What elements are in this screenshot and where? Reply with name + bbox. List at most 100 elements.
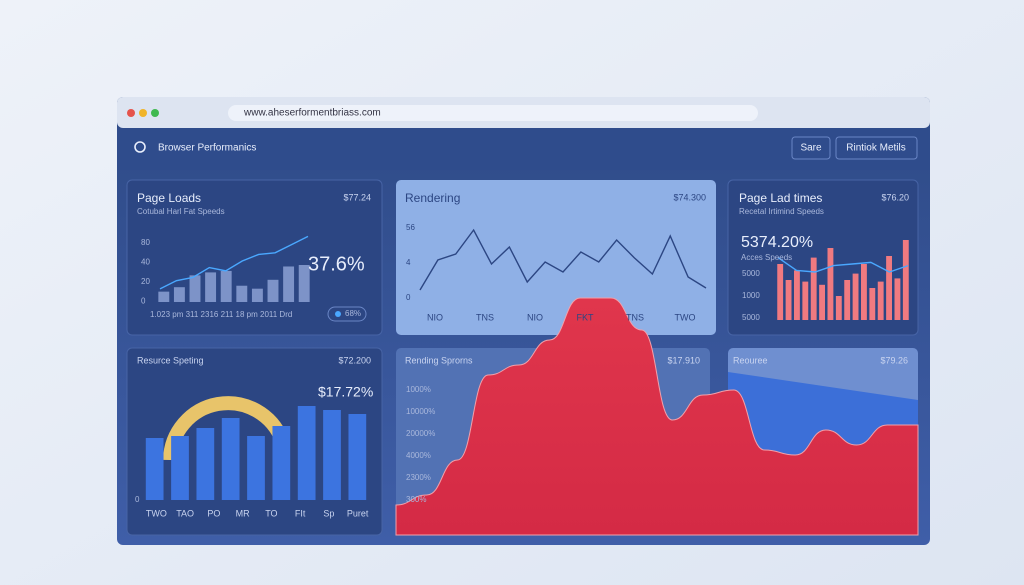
y-tick-label: 300% bbox=[406, 495, 426, 504]
big-value: $17.72% bbox=[318, 384, 373, 400]
button-label: Rintiok Metils bbox=[846, 143, 905, 154]
panel-title: Reouree bbox=[733, 355, 768, 365]
panel-value: $74.300 bbox=[673, 192, 706, 202]
bar bbox=[835, 296, 842, 320]
bar bbox=[171, 436, 189, 500]
y-tick-label: 20 bbox=[141, 277, 150, 286]
x-tick-label: FKT bbox=[577, 312, 595, 322]
bar bbox=[236, 285, 248, 302]
header-title: Browser Performanics bbox=[158, 143, 256, 154]
url: www.aheserformentbriass.com bbox=[243, 108, 381, 119]
y-tick-label: 0 bbox=[141, 297, 146, 306]
big-value: 37.6% bbox=[308, 253, 365, 275]
y-tick-label: 5000 bbox=[742, 313, 760, 322]
bar bbox=[272, 426, 291, 500]
panel-title: Page Loads bbox=[137, 191, 201, 205]
y-tick-label: 20000% bbox=[406, 429, 435, 438]
bar bbox=[794, 270, 800, 320]
bar bbox=[802, 281, 809, 320]
bar bbox=[869, 288, 876, 320]
labels: Page Loads $77.24 Cotubal Harl Fat Speed… bbox=[135, 191, 909, 518]
x-tick-label: TWO bbox=[675, 312, 696, 322]
bar bbox=[844, 280, 851, 320]
panel-title: Resurce Speting bbox=[137, 355, 204, 365]
y-tick-label: 1000% bbox=[406, 385, 431, 394]
badge-dot bbox=[335, 311, 341, 317]
button[interactable] bbox=[835, 136, 918, 160]
bar bbox=[777, 264, 784, 320]
y-tick-label: 10000% bbox=[406, 407, 435, 416]
marks bbox=[145, 228, 909, 500]
bar bbox=[158, 291, 170, 302]
bar bbox=[221, 418, 240, 500]
panel-value: $72.200 bbox=[338, 355, 371, 365]
bar bbox=[297, 406, 316, 500]
x-tick-label: TNS bbox=[626, 312, 644, 322]
x-label: 1.023 pm 311 2316 211 18 pm 2011 Drd bbox=[150, 310, 292, 319]
x-tick-label: MR bbox=[236, 508, 250, 518]
panel-title: Rending Sprorns bbox=[405, 355, 473, 365]
x-tick-label: TAO bbox=[176, 508, 194, 518]
bar bbox=[189, 275, 201, 302]
bar bbox=[205, 272, 217, 302]
x-tick-label: Puret bbox=[347, 508, 369, 518]
y-tick-label: 80 bbox=[141, 238, 150, 247]
panel-value: $79.26 bbox=[880, 355, 908, 365]
bar bbox=[886, 256, 892, 320]
bar bbox=[877, 281, 884, 320]
bar bbox=[145, 438, 164, 500]
bar bbox=[283, 266, 295, 302]
bar bbox=[267, 279, 279, 302]
button[interactable] bbox=[791, 136, 831, 160]
area bbox=[395, 297, 919, 536]
badge-label: 68% bbox=[345, 309, 361, 318]
line bbox=[777, 257, 909, 273]
y-tick-label: 2300% bbox=[406, 473, 431, 482]
y-tick-label: 0 bbox=[406, 293, 411, 302]
panel-value: $77.24 bbox=[343, 192, 371, 202]
x-tick-label: PO bbox=[207, 508, 220, 518]
button-label: Sare bbox=[800, 143, 822, 154]
bar bbox=[348, 414, 367, 500]
panel-value: $76.20 bbox=[881, 192, 909, 202]
panel bbox=[396, 180, 716, 335]
x-tick-label: NIO bbox=[427, 312, 443, 322]
bar bbox=[785, 280, 792, 320]
y-tick-label: 4000% bbox=[406, 451, 431, 460]
line bbox=[419, 228, 707, 291]
x-tick-label: Sp bbox=[323, 508, 334, 518]
bar bbox=[894, 278, 901, 320]
bar bbox=[220, 270, 232, 302]
panel-title: Page Lad times bbox=[739, 191, 822, 205]
x-tick-label: FIt bbox=[295, 508, 306, 518]
x-tick-label: TWO bbox=[146, 508, 167, 518]
bar bbox=[861, 264, 867, 320]
badge bbox=[327, 306, 367, 322]
panel-subtitle: Recetal Irtimind Speeds bbox=[739, 207, 824, 216]
bar bbox=[819, 284, 825, 320]
address-bar[interactable] bbox=[228, 105, 758, 121]
bar bbox=[827, 248, 834, 320]
panel-value: $17.910 bbox=[667, 355, 700, 365]
x-tick-label: TO bbox=[265, 508, 277, 518]
note: Acces Speeds bbox=[741, 253, 792, 262]
y-tick-label: 1000 bbox=[742, 291, 760, 300]
x-tick-label: TNS bbox=[476, 312, 494, 322]
x-tick-label: NIO bbox=[527, 312, 543, 322]
dot bbox=[151, 109, 159, 117]
bar bbox=[852, 273, 859, 320]
y-tick-label: 0 bbox=[135, 495, 140, 504]
search-icon[interactable] bbox=[134, 141, 146, 153]
bar bbox=[902, 240, 909, 320]
dot bbox=[139, 109, 147, 117]
line bbox=[159, 235, 309, 290]
bar bbox=[323, 410, 341, 500]
y-tick-label: 4 bbox=[406, 258, 411, 267]
bar bbox=[196, 428, 215, 500]
bar bbox=[298, 265, 310, 302]
panel-subtitle: Cotubal Harl Fat Speeds bbox=[137, 207, 225, 216]
y-tick-label: 56 bbox=[406, 223, 415, 232]
dot bbox=[127, 109, 135, 117]
bar bbox=[247, 436, 265, 500]
